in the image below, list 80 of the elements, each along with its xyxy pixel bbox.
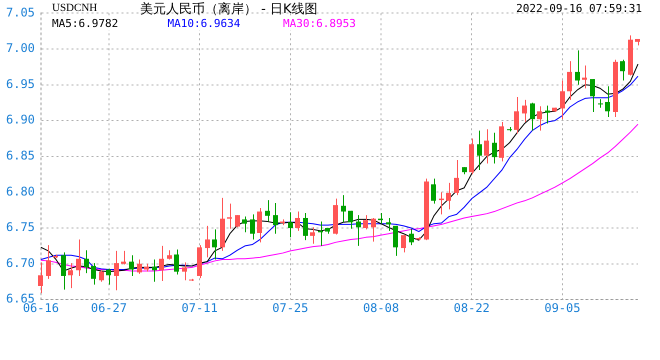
candlestick (84, 250, 89, 274)
candlestick (446, 182, 451, 210)
candlestick (431, 178, 436, 204)
candlestick (567, 60, 572, 100)
candlestick (537, 106, 542, 132)
candlestick (167, 250, 172, 260)
candlestick (484, 128, 489, 164)
candlestick (605, 86, 610, 118)
x-tick-label: 07-25 (272, 300, 308, 315)
candlestick (250, 214, 255, 240)
candlestick (114, 250, 119, 291)
text: MA10:6.9634 (168, 17, 240, 30)
candlestick (68, 262, 73, 289)
candlestick (560, 80, 565, 120)
candlestick (582, 64, 587, 89)
candlestick (522, 99, 527, 123)
candlestick (341, 194, 346, 223)
candlestick (38, 262, 43, 294)
y-tick-label: 7.05 (6, 5, 35, 20)
candlestick (477, 130, 482, 171)
y-tick-label: 6.70 (6, 256, 35, 270)
candlestick (265, 200, 270, 222)
candlestick (378, 212, 383, 224)
y-tick-label: 6.95 (6, 76, 35, 91)
candlestick (242, 216, 247, 233)
chart-title: 美元人民币（离岸） - 日K线图 (140, 1, 318, 18)
y-tick-label: 6.85 (6, 148, 35, 163)
y-tick-label: 6.90 (6, 112, 35, 127)
candlestick (454, 159, 459, 196)
text: MA30:6.8953 (283, 17, 356, 30)
chart-subtitle: USDCNH (52, 2, 98, 14)
candlestick (235, 214, 240, 228)
candlestick (590, 78, 595, 113)
candlestick (620, 59, 625, 82)
annotation: 2022-09-16 07:59:31 (516, 2, 642, 15)
candlestick (492, 132, 497, 164)
candlestick (514, 96, 519, 134)
candlestick (137, 259, 142, 274)
candlestick (61, 252, 66, 290)
candlestick (530, 102, 535, 132)
candlestick (288, 212, 293, 238)
candlestick (348, 210, 353, 230)
candlestick (99, 270, 104, 282)
candlestick (257, 207, 262, 243)
candlestick (295, 211, 300, 232)
candlestick (129, 254, 134, 276)
candlestick (371, 217, 376, 242)
y-tick-label: 6.75 (6, 220, 35, 234)
candlestick (393, 225, 398, 256)
candlestick (212, 228, 217, 260)
candlestick (159, 245, 164, 282)
x-tick-label: 08-22 (454, 300, 490, 315)
x-tick-label: 06-27 (90, 300, 127, 315)
candlestick (152, 259, 157, 282)
x-tick-label: 08-08 (362, 300, 400, 315)
candlestick (174, 248, 179, 276)
candlestick (76, 238, 81, 276)
y-tick-label: 6.80 (6, 184, 35, 198)
candlestick (205, 225, 210, 258)
candlestick (303, 212, 308, 241)
candlestick (386, 217, 391, 232)
candlestick (91, 262, 96, 286)
candlestick (545, 105, 550, 124)
candlestick (575, 50, 580, 86)
candlestick (363, 214, 368, 230)
y-tick-label: 7.00 (6, 41, 35, 56)
candlestick (439, 192, 444, 215)
candlestick (182, 262, 187, 281)
x-tick-label: 07-11 (182, 300, 218, 315)
candlestick (106, 268, 111, 286)
candlestick (46, 244, 51, 280)
text: MA5:6.9782 (52, 17, 118, 30)
candlestick (318, 221, 323, 246)
candlestick (310, 226, 315, 244)
candlestick (401, 234, 406, 253)
candlestick (356, 214, 361, 246)
candlestick (121, 250, 126, 266)
candlestick (273, 202, 278, 234)
x-tick-label: 09-05 (544, 300, 580, 315)
candlestick (409, 228, 414, 246)
